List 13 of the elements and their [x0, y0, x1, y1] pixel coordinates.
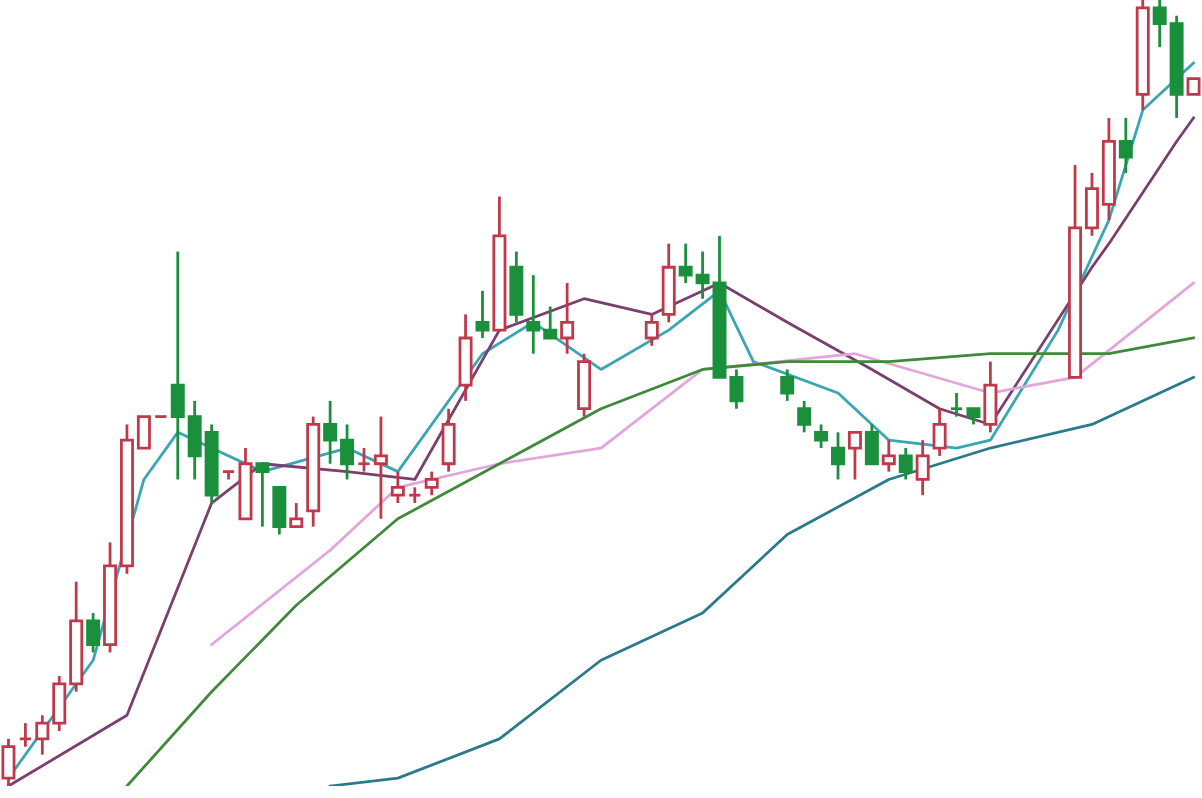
candlestick — [915, 438, 930, 497]
candlestick — [458, 313, 473, 403]
candlestick — [932, 407, 947, 458]
candlestick — [780, 368, 795, 403]
candlestick — [881, 438, 896, 474]
candlestick — [373, 415, 388, 521]
candlestick — [949, 391, 964, 418]
candlestick — [18, 721, 33, 749]
candlestick — [644, 313, 659, 348]
candlestick — [560, 281, 575, 356]
candlestick — [441, 407, 456, 474]
candlestick — [1135, 0, 1150, 112]
candlestick — [1118, 116, 1133, 175]
